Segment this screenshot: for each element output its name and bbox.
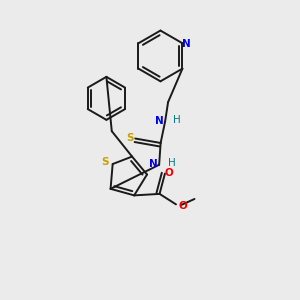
Text: H: H: [173, 115, 181, 125]
Text: N: N: [155, 116, 164, 126]
Text: O: O: [178, 201, 187, 211]
Text: S: S: [126, 133, 134, 143]
Text: N: N: [182, 39, 190, 50]
Text: S: S: [101, 157, 109, 166]
Text: N: N: [149, 159, 158, 169]
Text: H: H: [167, 158, 175, 168]
Text: O: O: [164, 168, 173, 178]
